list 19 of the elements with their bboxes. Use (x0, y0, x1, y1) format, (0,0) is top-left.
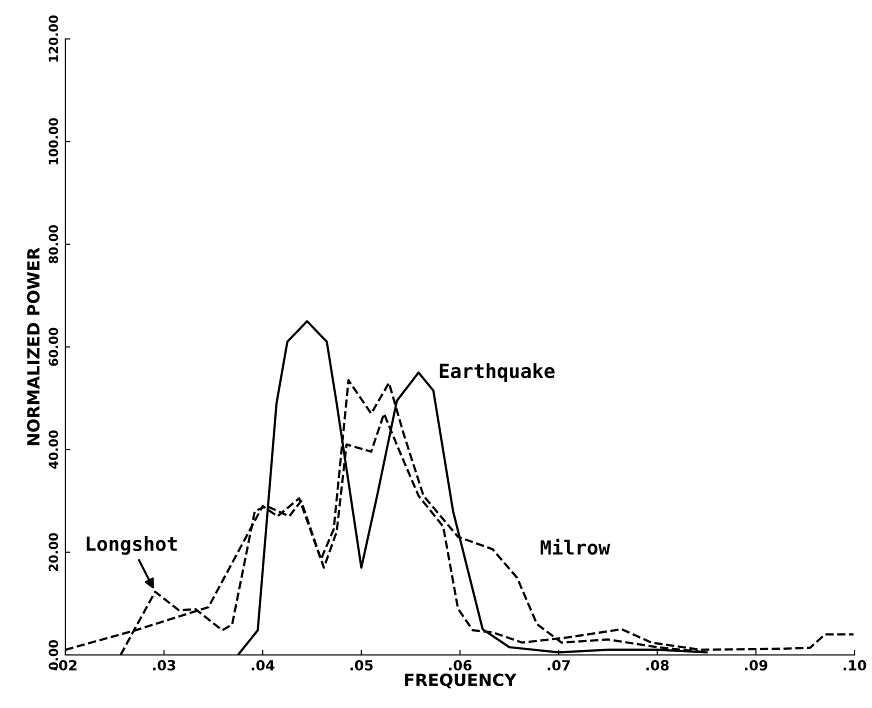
x-tick-label: .07 (548, 660, 570, 671)
x-tick-label: .08 (646, 660, 669, 671)
y-axis-title: NORMALIZED POWER (27, 248, 40, 446)
y-tick-label: 40.00 (48, 430, 58, 469)
x-tick-label: .10 (844, 660, 866, 671)
y-tick-label: 20.00 (48, 533, 58, 572)
x-tick-label: .06 (449, 660, 472, 671)
y-tick-label: 80.00 (48, 225, 58, 264)
y-tick-label: 120.00 (48, 15, 58, 62)
x-tick-label: .09 (745, 660, 768, 671)
x-axis-title: FREQUENCY (405, 673, 517, 688)
y-tick-label: 100.00 (48, 118, 58, 164)
x-tick-label: .05 (350, 660, 373, 671)
series-label: Milrow (540, 538, 610, 555)
x-tick-label: .03 (153, 660, 176, 671)
y-tick-label: 60.00 (48, 328, 58, 366)
text: Longshot (86, 536, 177, 555)
series-label: Earthquake (440, 363, 555, 382)
x-tick-label: .04 (252, 660, 274, 671)
